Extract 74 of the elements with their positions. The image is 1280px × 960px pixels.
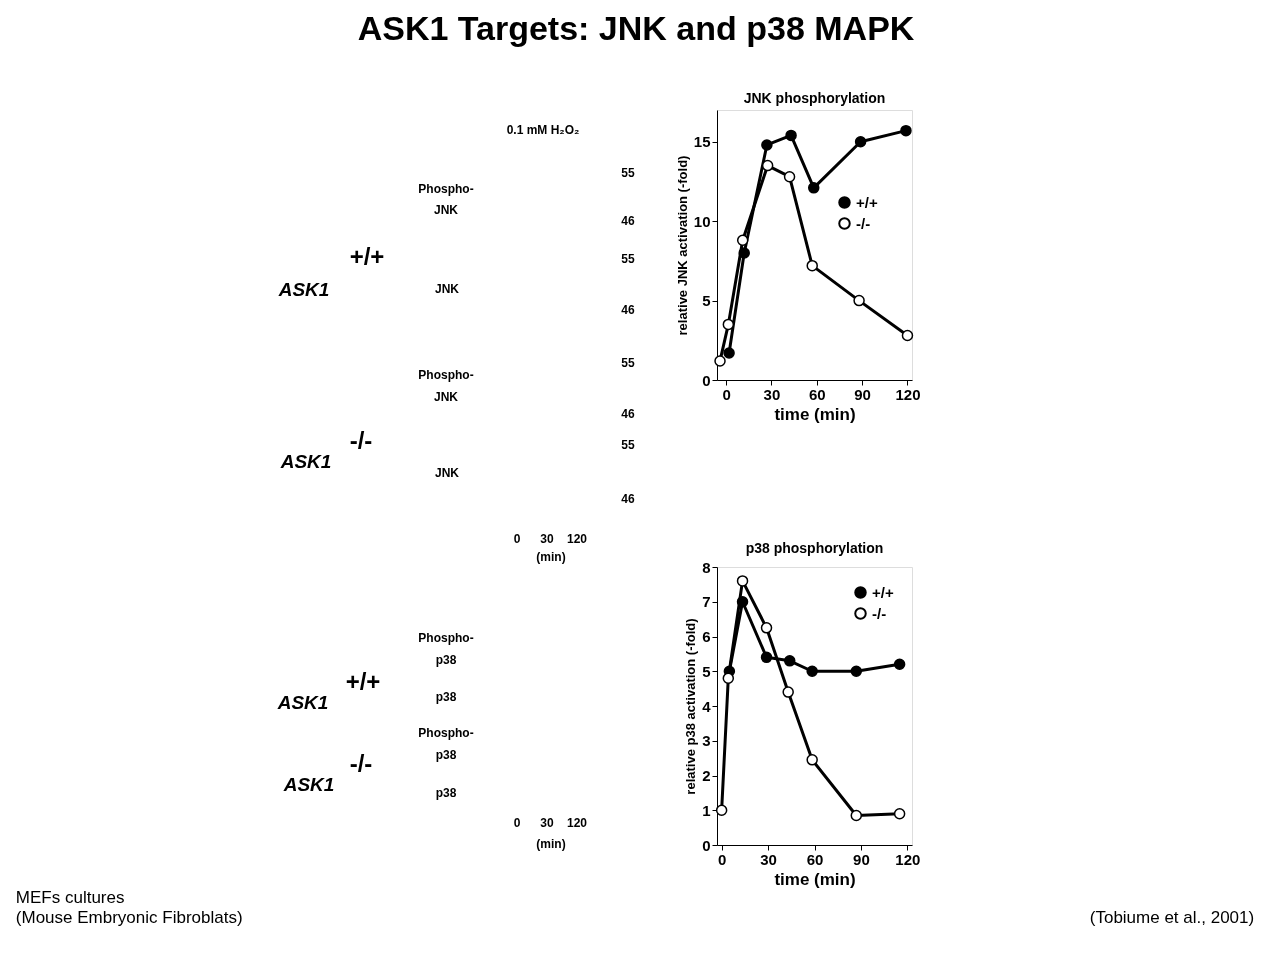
text: +/+ bbox=[349, 243, 385, 270]
chart-title: JNK phosphorylation bbox=[743, 90, 886, 106]
text: ASK1 bbox=[282, 774, 335, 795]
legend-label: -/- bbox=[872, 604, 887, 622]
y-tick-label: 0 bbox=[702, 371, 711, 389]
text: (min) bbox=[536, 837, 566, 851]
y-axis-title: relative p38 activation (-fold) bbox=[683, 618, 699, 795]
text: MEFs cultures bbox=[15, 888, 125, 908]
x-axis-title: time (min) bbox=[774, 404, 856, 424]
legend-label: -/- bbox=[856, 214, 871, 232]
text: 0.1 mM H₂O₂ bbox=[506, 123, 580, 137]
text: (Mouse Embryonic Fibroblats) bbox=[15, 907, 243, 927]
text: -/- bbox=[349, 427, 373, 454]
text: p38 bbox=[435, 653, 457, 667]
x-tick-label: 0 bbox=[722, 385, 731, 403]
text: 46 bbox=[621, 492, 635, 506]
x-tick-label: 30 bbox=[763, 385, 781, 403]
text: ASK1 bbox=[277, 279, 330, 300]
x-tick-label: 90 bbox=[853, 850, 870, 868]
chart-title: p38 phosphorylation bbox=[745, 540, 884, 556]
text: (min) bbox=[536, 550, 566, 564]
text: 55 bbox=[621, 356, 635, 370]
y-tick-label: 6 bbox=[702, 628, 711, 645]
text: ASK1 bbox=[276, 692, 329, 713]
y-tick-label: 5 bbox=[702, 292, 711, 310]
text: p38 bbox=[435, 690, 457, 704]
text: 46 bbox=[621, 214, 635, 228]
y-tick-label: 7 bbox=[702, 593, 711, 611]
text: ASK1 Targets: JNK and p38 MAPK bbox=[357, 8, 915, 47]
legend-label: +/+ bbox=[856, 193, 878, 211]
x-tick-label: 30 bbox=[760, 850, 777, 868]
text: 0 bbox=[513, 532, 521, 546]
text: ASK1 bbox=[279, 451, 332, 472]
text: Phospho- bbox=[418, 726, 474, 740]
text: Phospho- bbox=[418, 368, 474, 382]
y-tick-label: 15 bbox=[693, 133, 711, 151]
y-tick-label: 5 bbox=[702, 662, 711, 680]
x-tick-label: 120 bbox=[895, 850, 921, 868]
y-tick-label: 10 bbox=[693, 212, 711, 230]
x-tick-label: 60 bbox=[806, 850, 824, 868]
text: Phospho- bbox=[418, 631, 474, 645]
text: 120 bbox=[566, 532, 588, 546]
y-axis-title: relative JNK activation (-fold) bbox=[674, 155, 690, 336]
text: JNK bbox=[434, 466, 460, 480]
text: 30 bbox=[540, 532, 554, 546]
text: 55 bbox=[621, 252, 635, 266]
x-tick-label: 0 bbox=[717, 850, 727, 868]
y-tick-label: 1 bbox=[702, 801, 711, 819]
x-tick-label: 90 bbox=[854, 385, 871, 403]
legend-label: +/+ bbox=[872, 583, 894, 601]
text: p38 bbox=[435, 748, 457, 762]
text: p38 bbox=[435, 786, 457, 800]
text: 120 bbox=[566, 816, 588, 830]
text: -/- bbox=[349, 750, 373, 777]
text: +/+ bbox=[345, 668, 381, 695]
text: 55 bbox=[621, 166, 635, 180]
text: JNK bbox=[434, 282, 460, 296]
x-axis-title: time (min) bbox=[774, 869, 856, 889]
y-tick-label: 4 bbox=[702, 697, 712, 715]
text: 30 bbox=[540, 816, 554, 830]
text: (Tobiume et al., 2001) bbox=[1089, 907, 1255, 927]
y-tick-label: 2 bbox=[702, 767, 711, 784]
text: 46 bbox=[621, 407, 635, 421]
text: Phospho- bbox=[418, 182, 474, 196]
text: JNK bbox=[433, 390, 459, 404]
y-tick-label: 0 bbox=[702, 836, 711, 854]
text: 0 bbox=[513, 816, 521, 830]
y-tick-label: 3 bbox=[702, 732, 711, 750]
x-tick-label: 60 bbox=[808, 385, 826, 403]
x-tick-label: 120 bbox=[895, 385, 921, 403]
y-tick-label: 8 bbox=[702, 558, 711, 576]
text: 55 bbox=[621, 438, 635, 452]
text: JNK bbox=[433, 203, 459, 217]
text: 46 bbox=[621, 303, 635, 317]
